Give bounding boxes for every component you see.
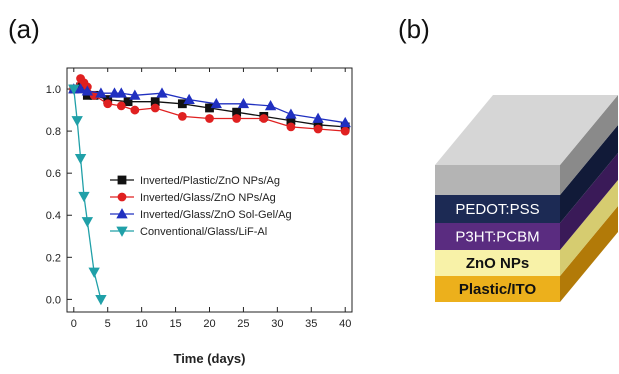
data-point (81, 217, 94, 228)
data-point (150, 103, 160, 113)
x-tick-label: 5 (105, 318, 111, 330)
legend-marker (116, 226, 128, 237)
x-tick-label: 0 (71, 318, 77, 330)
data-point (95, 294, 107, 306)
data-point (237, 97, 250, 109)
data-point (123, 97, 133, 107)
x-tick-label: 25 (237, 318, 249, 330)
legend-label: Inverted/Plastic/ZnO NPs/Ag (140, 175, 280, 187)
layer-front-face (435, 195, 560, 223)
data-point (68, 84, 80, 95)
data-point (183, 93, 195, 104)
series-layer (68, 74, 351, 306)
layer-label: PEDOT:PSS (455, 201, 539, 218)
stability-chart: 0 5 10 15 20 25 30 35 40 0.0 0.2 0.4 0.6 0.8 1.0 Time … (46, 67, 353, 366)
data-point (259, 114, 269, 123)
layer-front-face (435, 276, 560, 302)
layer-p3ht-pcbm: P3HT:PCBM (435, 153, 618, 250)
data-point (81, 85, 94, 96)
data-point (116, 101, 126, 111)
layer-label: P3HT:PCBM (455, 229, 539, 246)
data-point (313, 124, 323, 134)
data-point (78, 191, 90, 203)
data-point (340, 126, 350, 136)
y-tick-label: 0.0 (46, 294, 61, 306)
data-point (74, 83, 87, 94)
data-point (286, 122, 296, 132)
layer-plastic-ito: Plastic/ITO (435, 206, 618, 302)
x-tick-label: 15 (169, 318, 181, 330)
data-point (108, 87, 121, 98)
layer-label: Plastic/ITO (459, 281, 537, 298)
legend-label: Conventional/Glass/LiF-Al (140, 226, 267, 238)
layer-pedot-pss: PEDOT:PSS (435, 125, 618, 223)
x-tick-label: 20 (203, 318, 215, 330)
data-point (130, 105, 140, 115)
layer-side-face (560, 95, 618, 195)
series-4 (68, 84, 107, 306)
data-point (285, 108, 297, 119)
x-tick-label: 40 (339, 318, 351, 330)
legend-marker (116, 208, 128, 219)
x-tick-label: 10 (136, 318, 148, 330)
data-point (264, 100, 277, 111)
y-tick-label: 1.0 (46, 84, 61, 96)
y-tick-label: 0.4 (46, 210, 61, 222)
legend-entry: Inverted/Glass/ZnO NPs/Ag (110, 192, 276, 204)
data-point (71, 116, 83, 127)
legend-marker (117, 192, 127, 202)
axis-ticks: 0 5 10 15 20 25 30 35 40 0.0 0.2 0.4 0.6 0.8 1.0 (46, 68, 351, 330)
layer-top-electrode (435, 95, 618, 195)
device-stack-diagram: Plastic/ITO ZnO NPs P3HT:PCBM PEDOT:PSS (435, 95, 618, 302)
layer-side-face (560, 125, 618, 223)
legend-entry: Inverted/Plastic/ZnO NPs/Ag (110, 175, 280, 187)
data-point (95, 87, 107, 98)
data-point (210, 97, 222, 109)
x-tick-label: 30 (271, 318, 283, 330)
data-point (129, 89, 141, 100)
layer-label: ZnO NPs (466, 255, 529, 272)
layer-side-face (560, 153, 618, 250)
panel-label-b: (b) (398, 14, 430, 44)
layer-front-face (435, 250, 560, 276)
data-point (88, 267, 100, 278)
series-1 (69, 82, 350, 132)
y-tick-label: 0.6 (46, 168, 61, 180)
x-axis-label: Time (days) (173, 351, 245, 366)
layer-side-face (560, 206, 618, 302)
data-point (103, 99, 113, 109)
x-tick-label: 35 (305, 318, 317, 330)
layer-front-face (435, 223, 560, 250)
layer-zno-nps: ZnO NPs (435, 180, 618, 276)
panel-label-a: (a) (8, 14, 40, 44)
data-point (115, 87, 127, 98)
data-point (232, 114, 242, 123)
y-tick-label: 0.8 (46, 126, 61, 138)
layer-side-face (560, 180, 618, 276)
stack-top-face (435, 95, 618, 165)
data-point (156, 87, 168, 98)
legend-entry: Inverted/Glass/ZnO Sol-Gel/Ag (110, 208, 292, 221)
legend-marker (117, 175, 127, 185)
data-point (74, 154, 87, 165)
data-point (205, 114, 214, 123)
data-point (339, 116, 351, 128)
data-point (312, 112, 324, 123)
legend-entry: Conventional/Glass/LiF-Al (110, 226, 267, 238)
layer-front-face (435, 165, 560, 195)
y-tick-label: 0.2 (46, 252, 61, 264)
chart-legend: Inverted/Plastic/ZnO NPs/Ag Inverted/Glas… (110, 175, 292, 238)
legend-label: Inverted/Glass/ZnO Sol-Gel/Ag (140, 209, 292, 221)
data-point (177, 111, 187, 121)
legend-label: Inverted/Glass/ZnO NPs/Ag (140, 192, 276, 204)
